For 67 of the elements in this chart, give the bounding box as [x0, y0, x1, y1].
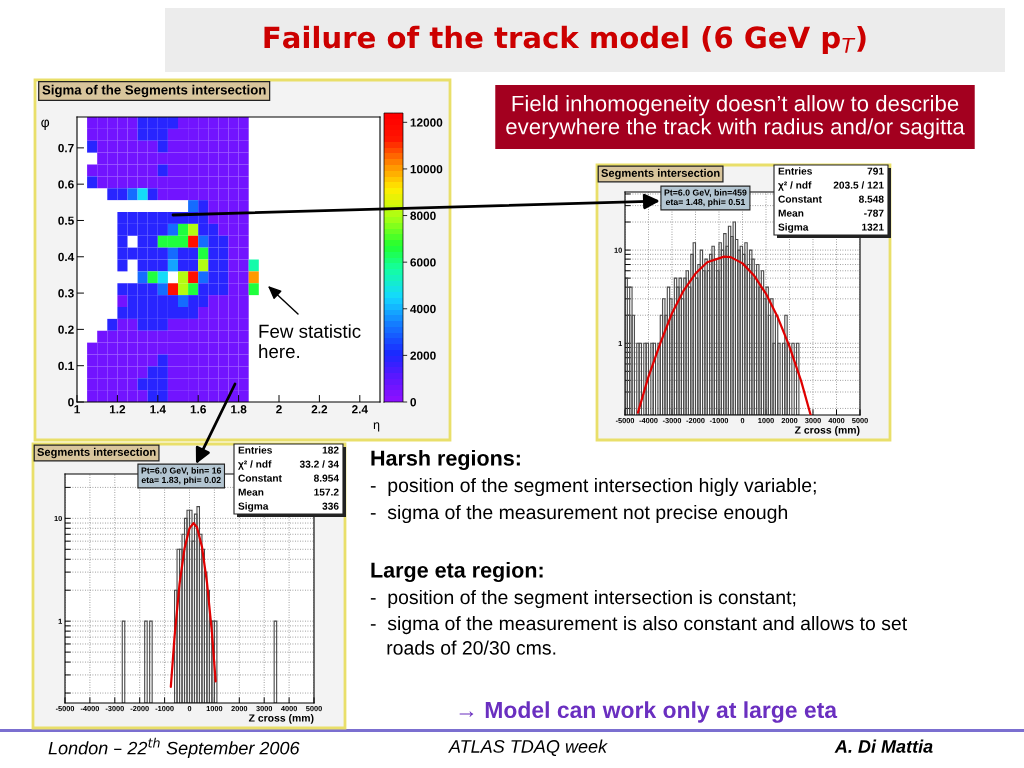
x-tick-label: 1 [74, 405, 80, 414]
annotation: Pt=6.0 GeV, bin= 16 eta= 1.83, phi= 0.02 [141, 467, 222, 485]
text: 336 [322, 502, 339, 510]
chart-title: Sigma of the Segments intersection [42, 84, 266, 98]
chart-title: Segments intersection [601, 168, 720, 180]
text: London – 22$^{th}$ September 2006 [48, 737, 300, 759]
text: 203.5 / 121 [833, 181, 884, 189]
text: Entries [238, 446, 272, 454]
color-bar-label: 2000 [410, 351, 436, 360]
text: ATLAS TDAQ week [448, 739, 608, 757]
y-tick-label: 0.7 [58, 143, 74, 153]
y-tick-label: 0.6 [58, 180, 74, 189]
text: Field inhomogeneity doesn’t allow to describe everywhere the track with radius and/or sagitta [506, 95, 965, 139]
x-tick-label: 2.4 [352, 405, 368, 414]
annotation: 8.548 [858, 195, 884, 203]
annotation: Sigma [238, 502, 269, 512]
y-tick-label: 0.5 [58, 216, 74, 225]
color-bar-label: 4000 [410, 304, 436, 314]
text: → Model can work only at large eta [459, 701, 838, 723]
text: - position of the segment intersection higly variable; [370, 477, 816, 497]
text: A. Di Mattia [834, 739, 933, 753]
x-tick-label: 1.6 [190, 405, 206, 414]
text: χ² / ndf [238, 460, 272, 470]
text: Failure of the track model (6 GeV p$_{T}$) [264, 25, 866, 55]
x-tick-label: 1.4 [150, 405, 166, 414]
annotation: Sigma [778, 223, 809, 233]
color-bar-label: 6000 [410, 258, 436, 267]
color-bar-label: 10000 [410, 164, 443, 174]
y-tick-label: 0.3 [58, 289, 74, 298]
annotation: Few statistic here. [259, 324, 361, 359]
text: - position of the segment intersection is constant; [370, 589, 796, 609]
text: - sigma of the measurement is also constant and allows to set roads of 20/30 cms. [370, 616, 907, 655]
color-bar-label: 12000 [410, 118, 443, 127]
text: 33.2 / 34 [299, 460, 339, 468]
text: - sigma of the measurement not precise enough [370, 504, 788, 524]
annotation: Constant [238, 474, 282, 482]
line-series [636, 255, 812, 415]
line-series [169, 521, 217, 688]
annotation: Mean [238, 488, 264, 496]
annotation: Mean [778, 209, 804, 217]
text: Large eta region: [371, 561, 543, 583]
x-axis-title: Z cross (mm) [794, 426, 860, 436]
x-tick-label: 2 [276, 405, 282, 414]
text: 157.2 [314, 488, 339, 496]
text: 1321 [862, 223, 884, 231]
y-tick-label: 0.1 [58, 361, 74, 371]
text: -787 [864, 209, 884, 217]
y-tick-label: 0 [68, 398, 74, 407]
annotation: 8.954 [313, 474, 339, 482]
text: Entries [778, 167, 812, 175]
x-axis-title: Z cross (mm) [248, 714, 314, 724]
text: 182 [322, 446, 339, 454]
x-tick-label: 1.2 [109, 405, 126, 414]
annotation: Pt=6.0 GeV, bin=459 eta= 1.48, phi= 0.51 [664, 189, 747, 207]
y-tick-label: 0.4 [58, 252, 75, 262]
y-tick-label: 0.2 [58, 325, 74, 334]
x-tick-label: 2.2 [311, 405, 328, 414]
text: 791 [867, 167, 884, 175]
text: χ² / ndf [778, 181, 812, 191]
color-bar-label: 8000 [410, 211, 436, 220]
x-tick-label: 1.8 [231, 405, 247, 414]
text: Harsh regions: [371, 449, 520, 471]
x-axis-title: η [373, 422, 380, 432]
annotation: Constant [778, 195, 822, 203]
y-axis-title: φ [41, 119, 50, 130]
chart-title: Segments intersection [37, 447, 156, 459]
color-bar-label: 0 [410, 398, 417, 407]
